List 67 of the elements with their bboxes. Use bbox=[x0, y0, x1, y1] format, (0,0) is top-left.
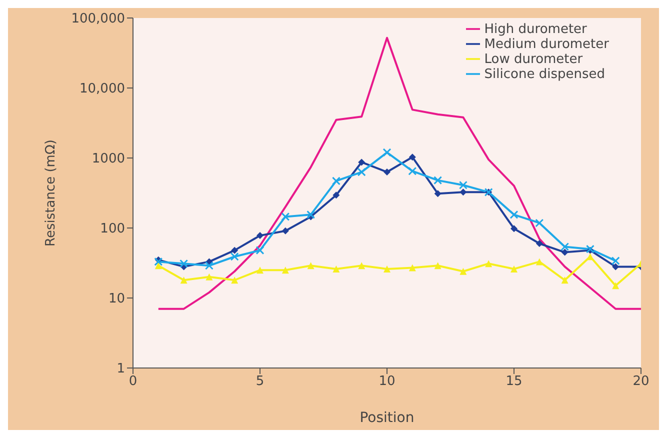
point bbox=[460, 268, 467, 275]
point bbox=[332, 265, 340, 272]
y-tick-label: 1 bbox=[116, 362, 125, 377]
point bbox=[281, 212, 290, 221]
point bbox=[408, 166, 417, 176]
point bbox=[180, 259, 188, 268]
x-tick-label: 0 bbox=[128, 374, 138, 390]
x-axis-title: Position bbox=[360, 410, 414, 426]
point bbox=[382, 148, 392, 157]
x-tick-label: 5 bbox=[256, 374, 264, 390]
point bbox=[485, 260, 492, 268]
point bbox=[256, 266, 264, 274]
point bbox=[536, 258, 543, 266]
point bbox=[434, 262, 442, 270]
y-tick-label: 1000 bbox=[92, 152, 125, 167]
legend-label: Silicone dispensed bbox=[484, 67, 605, 82]
point bbox=[307, 262, 314, 270]
point bbox=[434, 190, 442, 198]
point bbox=[357, 168, 366, 176]
point bbox=[612, 282, 620, 290]
point bbox=[384, 265, 390, 272]
point bbox=[282, 266, 289, 274]
legend-label: Medium durometer bbox=[484, 37, 609, 52]
y-tick-label: 10,000 bbox=[80, 82, 125, 97]
point bbox=[510, 210, 518, 219]
point bbox=[586, 253, 594, 260]
point bbox=[282, 227, 289, 234]
point bbox=[231, 276, 238, 284]
point bbox=[536, 240, 543, 248]
point bbox=[256, 232, 264, 240]
point bbox=[358, 262, 366, 270]
y-tick-label: 100 bbox=[100, 222, 125, 237]
point bbox=[510, 265, 518, 272]
point bbox=[306, 210, 316, 219]
point bbox=[458, 180, 468, 190]
point bbox=[204, 261, 214, 270]
point bbox=[332, 192, 340, 199]
point bbox=[154, 257, 163, 266]
point bbox=[611, 256, 620, 266]
point bbox=[180, 276, 188, 284]
y-axis-title: Resistance (mΩ) bbox=[44, 140, 59, 246]
point bbox=[561, 248, 568, 256]
point bbox=[560, 242, 570, 251]
point bbox=[612, 263, 620, 270]
point bbox=[332, 176, 340, 186]
x-tick-label: 15 bbox=[506, 374, 522, 390]
point bbox=[434, 176, 442, 185]
point bbox=[510, 225, 518, 232]
x-tick-label: 20 bbox=[632, 374, 650, 390]
point bbox=[256, 246, 264, 255]
legend-label: Low durometer bbox=[484, 52, 583, 67]
y-tick-label: 10 bbox=[108, 292, 125, 307]
point bbox=[231, 246, 238, 254]
point bbox=[408, 264, 416, 272]
point bbox=[154, 262, 162, 270]
point bbox=[561, 276, 568, 284]
point bbox=[230, 252, 239, 261]
point bbox=[358, 158, 366, 166]
point bbox=[460, 188, 467, 196]
point bbox=[384, 168, 390, 176]
point bbox=[206, 273, 213, 280]
point bbox=[408, 154, 416, 161]
y-tick-label: 100,000 bbox=[71, 12, 125, 27]
x-tick-label: 10 bbox=[378, 374, 396, 390]
line-series bbox=[157, 36, 641, 310]
legend-label: High durometer bbox=[484, 22, 587, 37]
point bbox=[535, 218, 544, 228]
